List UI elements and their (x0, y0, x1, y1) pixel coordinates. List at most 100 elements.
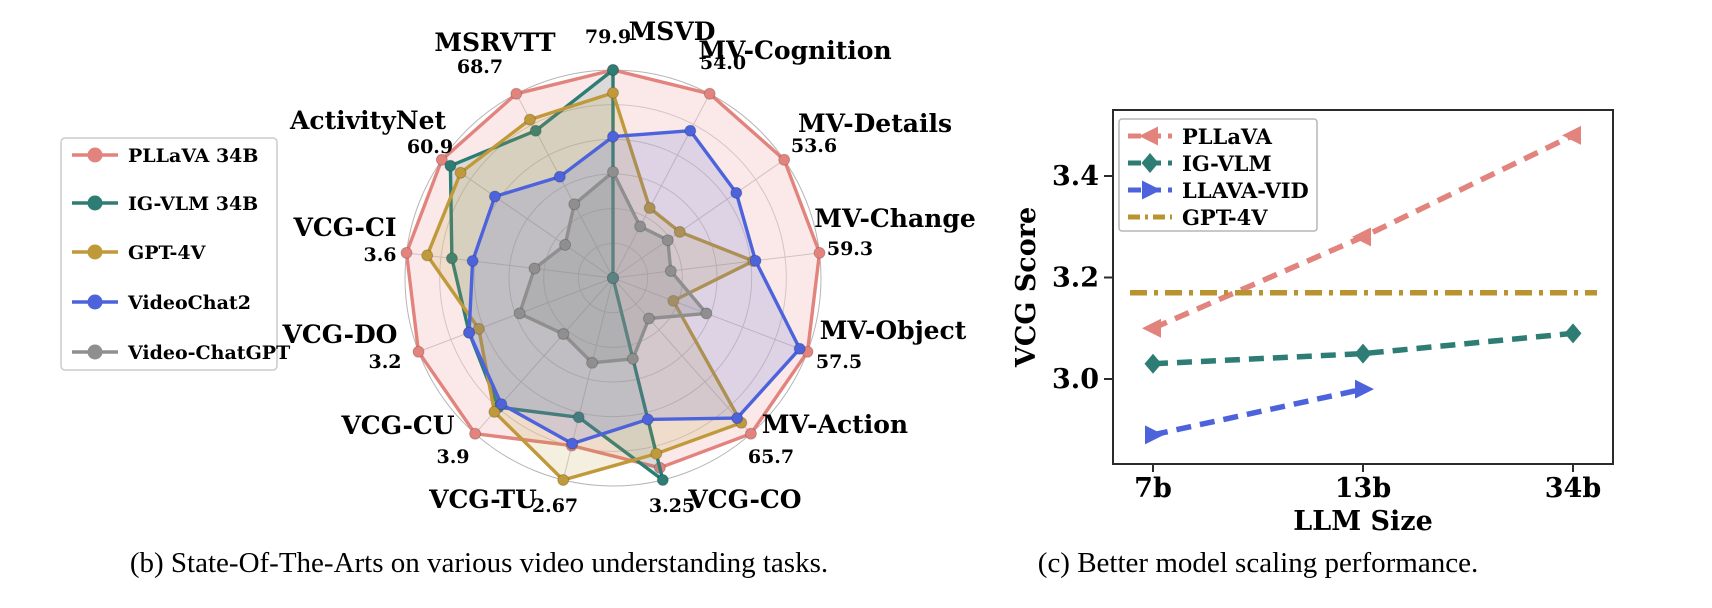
radar-marker (607, 272, 619, 284)
radar-marker (553, 170, 566, 183)
legend-item-PLLaVA: PLLaVA (1128, 124, 1273, 149)
legend-label: LLAVA-VID (1182, 178, 1309, 203)
radar-marker (454, 166, 467, 179)
radar-axis-best-score: 65.7 (748, 446, 794, 468)
series-PLLaVA (1142, 125, 1581, 338)
radar-marker (607, 130, 619, 143)
series-marker-triangle-right-icon (1145, 425, 1164, 445)
radar-marker (559, 238, 572, 251)
radar-marker (703, 87, 716, 100)
radar-marker (557, 474, 570, 486)
legend-label: IG-VLM (1182, 151, 1272, 176)
caption-b: (b) State-Of-The-Arts on various video u… (129, 547, 829, 579)
radar-marker (557, 328, 570, 340)
radar-marker (730, 186, 743, 199)
legend-label: PLLaVA 34B (128, 145, 258, 167)
radar-axis-label-ActivityNet: ActivityNet (289, 106, 447, 135)
series-marker-diamond-icon (1144, 353, 1162, 374)
series-IG-VLM (1144, 323, 1582, 374)
radar-marker (568, 198, 581, 211)
radar-axis-best-score: 3.25 (649, 495, 695, 517)
radar-grid-spoke (515, 93, 614, 279)
radar-marker (813, 246, 826, 259)
radar-axis-label-MSRVTT: MSRVTT (434, 28, 556, 57)
radar-marker (793, 342, 806, 355)
radar-marker (607, 86, 619, 99)
legend-item-GPT-4V: GPT-4V (72, 242, 207, 264)
radar-marker (421, 249, 434, 262)
radar-marker (572, 411, 585, 424)
radar-axis-label-MV-Change: MV-Change (814, 204, 975, 233)
radar-axis-best-score: 68.7 (457, 56, 503, 78)
radar-legend-box (60, 137, 278, 371)
radar-marker (626, 352, 639, 365)
series-LLAVA-VID (1145, 379, 1374, 445)
legend-label: IG-VLM 34B (128, 193, 258, 215)
radar-axis-label-MSVD: MSVD (629, 17, 716, 46)
radar-legend: PLLaVA 34B IG-VLM 34B GPT-4V VideoChat2 Vide… (60, 137, 290, 371)
radar-marker (488, 190, 501, 203)
scaling-legend-box (1118, 118, 1318, 232)
radar-axis-label-VCG-DO: VCG-DO (282, 320, 398, 349)
radar-marker (400, 246, 413, 259)
radar-marker (607, 165, 619, 178)
radar-marker (643, 202, 656, 214)
series-marker-triangle-left-icon (1352, 227, 1371, 247)
legend-item-LLAVA-VID: LLAVA-VID (1128, 178, 1309, 203)
radar-marker (566, 437, 579, 450)
y-tick-label: 3.4 (1052, 161, 1099, 192)
radar-marker (634, 220, 647, 233)
legend-marker-circle-icon (87, 195, 103, 211)
radar-marker (469, 427, 482, 440)
series-line (1152, 386, 1364, 438)
radar-marker (412, 345, 425, 358)
radar-axis-label-MV-Object: MV-Object (820, 316, 967, 345)
radar-marker (749, 254, 762, 267)
radar-marker (445, 252, 458, 265)
radar-marker (528, 262, 541, 275)
legend-label: VideoChat2 (127, 292, 251, 314)
radar-marker (700, 307, 713, 320)
legend-item-IG-VLM-34B: IG-VLM 34B (72, 193, 258, 215)
scaling-chart: 3.0 3.2 3.4 7b 13b 34b LLM Size VCG Score PLLaVA… (1011, 109, 1614, 537)
radar-series-VideoChat2 (467, 128, 802, 446)
radar-axis-label-VCG-TU: VCG-TU (428, 485, 537, 514)
radar-marker (444, 159, 457, 172)
radar-marker (510, 87, 523, 100)
radar-marker (607, 64, 619, 76)
radar-marker (513, 307, 526, 320)
radar-marker (641, 413, 654, 426)
x-tick-label-7b: 7b (1134, 473, 1172, 504)
legend-label: GPT-4V (1182, 205, 1268, 230)
radar-axis-label-VCG-CU: VCG-CU (340, 411, 454, 440)
series-marker-diamond-icon (1564, 323, 1582, 344)
radar-marker (642, 312, 655, 325)
radar-axis-best-score: 60.9 (407, 136, 453, 158)
radar-axis-label-VCG-CO: VCG-CO (687, 485, 801, 514)
series-marker-diamond-icon (1141, 153, 1159, 173)
legend-label: GPT-4V (128, 242, 207, 264)
radar-marker (673, 225, 686, 238)
legend-marker-circle-icon (87, 294, 103, 310)
radar-marker (495, 398, 508, 411)
radar-grid-spoke (406, 252, 614, 279)
radar-axis-best-score: 3.6 (363, 244, 396, 266)
radar-axis-label-MV-Action: MV-Action (762, 410, 908, 439)
radar-axis-label-VCG-CI: VCG-CI (292, 213, 396, 242)
radar-axis-best-score: 3.9 (436, 446, 469, 468)
legend-marker-circle-icon (87, 344, 103, 360)
radar-axis-best-score: 3.2 (368, 351, 401, 373)
radar-marker (463, 326, 476, 339)
radar-marker (661, 234, 674, 247)
radar-axis-label-MV-Details: MV-Details (798, 109, 952, 138)
radar-grid-spoke (441, 159, 614, 279)
series-marker-triangle-left-icon (1562, 125, 1581, 145)
radar-axis-best-score: 59.3 (827, 238, 873, 260)
radar-axis-best-score: 79.9 (585, 26, 631, 48)
legend-label: Video-ChatGPT (127, 342, 290, 364)
radar-marker (472, 322, 485, 335)
series-marker-triangle-right-icon (1142, 180, 1161, 200)
y-tick-label: 3.2 (1052, 263, 1099, 294)
